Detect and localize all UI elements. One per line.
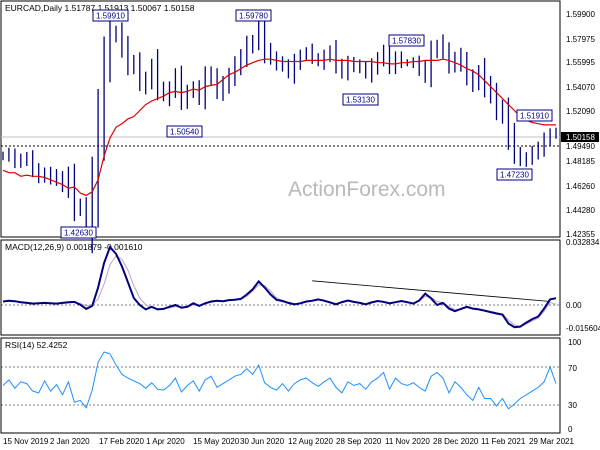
annotation-box xyxy=(235,9,272,22)
annotation-box xyxy=(60,226,97,239)
watermark: ActionForex.com xyxy=(288,178,446,201)
rsi-y-tick: 100 xyxy=(568,338,582,347)
annotation-label: 1.57830 xyxy=(392,37,421,46)
rsi-panel xyxy=(0,337,561,434)
annotation-box xyxy=(516,109,553,122)
price-y-tick: 1.48185 xyxy=(566,157,595,166)
rsi-title: RSI(14) 52.4252 xyxy=(5,340,68,350)
price-ohlc-bars xyxy=(2,14,557,254)
price-annotations: 1.59910 1.59780 1.57830 1.53130 1.50540 … xyxy=(60,9,553,239)
annotation-box xyxy=(388,34,425,47)
price-y-axis: 1.59900 1.57975 1.55995 1.54070 1.52090 … xyxy=(566,10,595,239)
annotation-label: 1.59780 xyxy=(239,12,268,21)
annotation-box xyxy=(496,168,533,181)
macd-title: MACD(12,26,9) 0.001879 -0.001610 xyxy=(5,242,143,252)
x-axis: 15 Nov 2019 2 Jan 2020 17 Feb 2020 1 Apr… xyxy=(3,437,574,446)
rsi-y-tick: 0 xyxy=(568,425,573,434)
annotation-label: 1.51910 xyxy=(520,112,549,121)
rsi-y-tick: 30 xyxy=(568,401,577,410)
x-tick: 15 Nov 2019 xyxy=(3,437,49,446)
macd-trendline xyxy=(312,280,551,302)
current-price-box xyxy=(561,132,599,142)
macd-main-line xyxy=(2,245,557,329)
x-tick: 17 Feb 2020 xyxy=(99,437,144,446)
x-tick: 12 Aug 2020 xyxy=(288,437,333,446)
x-tick: 28 Sep 2020 xyxy=(336,437,382,446)
price-y-tick: 1.54070 xyxy=(566,83,595,92)
price-y-tick: 1.59900 xyxy=(566,10,595,19)
annotation-label: 1.50540 xyxy=(170,128,199,137)
x-tick: 11 Feb 2021 xyxy=(481,437,526,446)
macd-y-tick: 0.032834 xyxy=(566,238,600,247)
x-tick: 15 May 2020 xyxy=(193,437,240,446)
price-y-tick: 1.52090 xyxy=(566,107,595,116)
annotation-box xyxy=(342,93,379,106)
annotation-label: 1.47230 xyxy=(500,171,529,180)
price-panel xyxy=(0,0,561,238)
annotation-label: 1.42630 xyxy=(64,229,93,238)
x-tick: 11 Nov 2020 xyxy=(385,437,430,446)
x-tick: 28 Dec 2020 xyxy=(433,437,479,446)
annotation-box xyxy=(92,9,129,22)
price-y-tick: 1.44280 xyxy=(566,206,595,215)
price-title: EURCAD,Daily 1.51787 1.51913 1.50067 1.5… xyxy=(5,3,195,13)
annotation-label: 1.59910 xyxy=(96,12,125,21)
price-y-tick: 1.46260 xyxy=(566,182,595,191)
price-y-tick: 1.57975 xyxy=(566,35,595,44)
rsi-line xyxy=(2,351,557,410)
x-tick: 29 Mar 2021 xyxy=(529,437,574,446)
x-tick: 30 Jun 2020 xyxy=(240,437,285,446)
price-moving-average-line xyxy=(2,58,556,197)
macd-y-tick: 0.00 xyxy=(566,301,582,310)
price-y-tick: 1.42355 xyxy=(566,230,595,239)
rsi-y-tick: 70 xyxy=(568,364,577,373)
x-tick: 2 Jan 2020 xyxy=(50,437,90,446)
macd-panel xyxy=(0,239,561,336)
x-tick: 1 Apr 2020 xyxy=(146,437,185,446)
macd-y-tick: -0.015604 xyxy=(566,324,600,333)
reference-level-label: 1.49490 xyxy=(566,142,595,151)
annotation-box xyxy=(166,125,203,138)
price-y-tick: 1.55995 xyxy=(566,58,595,67)
annotation-label: 1.53130 xyxy=(346,96,375,105)
current-price-label: 1.50158 xyxy=(566,133,595,142)
